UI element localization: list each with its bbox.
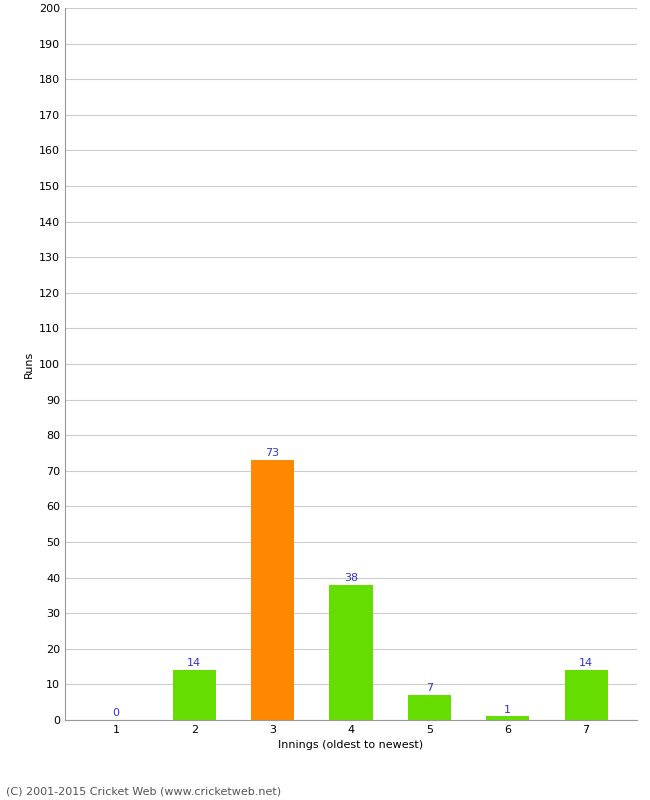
Bar bbox=[330, 585, 372, 720]
Text: 14: 14 bbox=[579, 658, 593, 668]
Text: 38: 38 bbox=[344, 573, 358, 583]
Bar bbox=[564, 670, 608, 720]
Text: 7: 7 bbox=[426, 683, 433, 694]
X-axis label: Innings (oldest to newest): Innings (oldest to newest) bbox=[278, 741, 424, 750]
Bar bbox=[251, 460, 294, 720]
Text: 1: 1 bbox=[504, 705, 511, 714]
Bar bbox=[173, 670, 216, 720]
Text: 0: 0 bbox=[112, 708, 120, 718]
Text: (C) 2001-2015 Cricket Web (www.cricketweb.net): (C) 2001-2015 Cricket Web (www.cricketwe… bbox=[6, 786, 281, 796]
Text: 73: 73 bbox=[266, 448, 280, 458]
Text: 14: 14 bbox=[187, 658, 202, 668]
Y-axis label: Runs: Runs bbox=[23, 350, 33, 378]
Bar bbox=[408, 695, 451, 720]
Bar bbox=[486, 717, 529, 720]
